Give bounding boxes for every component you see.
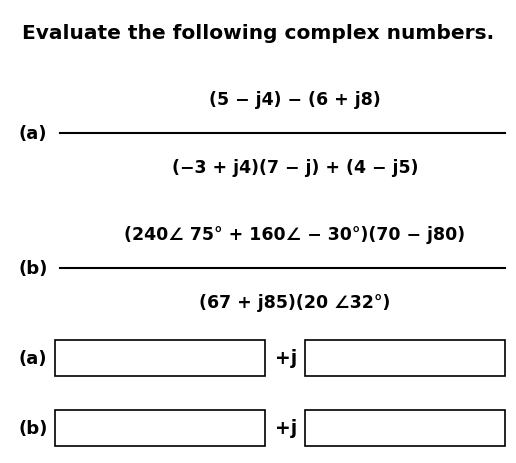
Text: +j: +j: [275, 419, 297, 438]
Text: (240∠ 75° + 160∠ − 30°)(70 − j80): (240∠ 75° + 160∠ − 30°)(70 − j80): [124, 225, 465, 244]
Text: (b): (b): [18, 419, 47, 437]
FancyBboxPatch shape: [55, 410, 265, 446]
Text: (b): (b): [18, 259, 47, 277]
Text: (5 − j4) − (6 + j8): (5 − j4) − (6 + j8): [209, 91, 381, 109]
Text: (a): (a): [18, 125, 46, 143]
Text: +j: +j: [275, 349, 297, 368]
Text: Evaluate the following complex numbers.: Evaluate the following complex numbers.: [22, 24, 494, 43]
FancyBboxPatch shape: [305, 410, 505, 446]
Text: (−3 + j4)(7 − j) + (4 − j5): (−3 + j4)(7 − j) + (4 − j5): [172, 159, 418, 176]
Text: (67 + j85)(20 ∠32°): (67 + j85)(20 ∠32°): [199, 294, 391, 311]
Text: (a): (a): [18, 349, 46, 367]
FancyBboxPatch shape: [305, 340, 505, 376]
FancyBboxPatch shape: [55, 340, 265, 376]
